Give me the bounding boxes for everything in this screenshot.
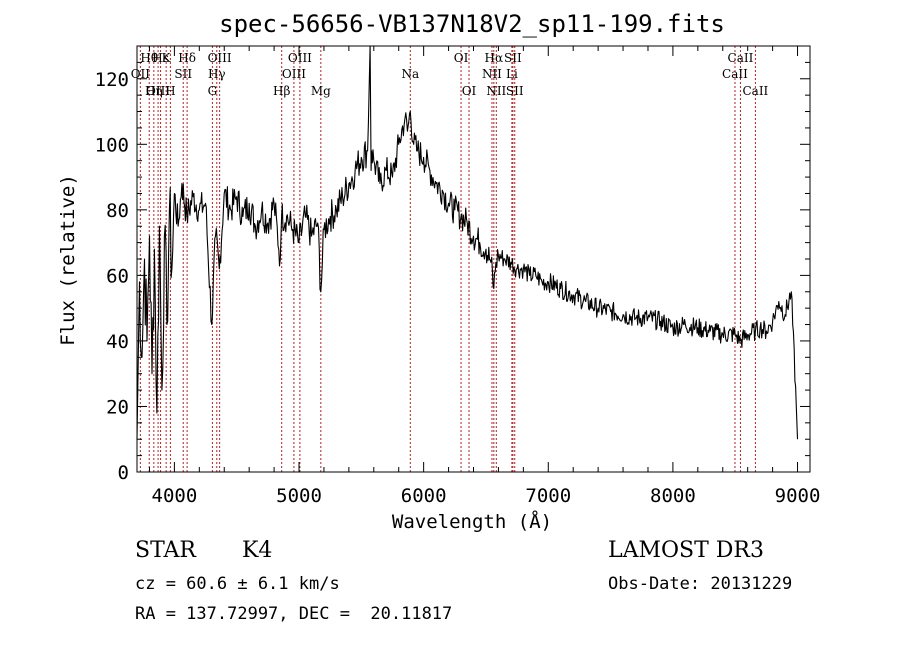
line-label: OI bbox=[462, 84, 477, 98]
obs-date: Obs-Date: 20131229 bbox=[608, 574, 793, 594]
line-label: SII bbox=[506, 84, 524, 98]
x-axis-label: Wavelength (Å) bbox=[392, 510, 552, 533]
x-tick-label: 5000 bbox=[276, 485, 322, 507]
x-tick-label: 7000 bbox=[525, 485, 571, 507]
y-tick-label: 20 bbox=[106, 396, 129, 418]
ra-dec-readout: RA = 137.72997, DEC = 20.11817 bbox=[135, 604, 453, 624]
line-label: OIII bbox=[288, 51, 312, 65]
line-label: Hη bbox=[145, 84, 163, 98]
y-axis-ticks: 0 20 40 60 80 100 120 bbox=[95, 61, 810, 484]
y-tick-label: 40 bbox=[106, 331, 129, 353]
line-label: NII bbox=[486, 84, 506, 98]
line-label: OIII bbox=[208, 51, 232, 65]
x-tick-label: 8000 bbox=[650, 485, 696, 507]
line-label: G bbox=[208, 84, 218, 98]
line-label: SII bbox=[174, 67, 192, 81]
line-label: Hα bbox=[485, 51, 504, 65]
survey-label: LAMOST DR3 bbox=[608, 538, 764, 563]
cz-readout: cz = 60.6 ± 6.1 km/s bbox=[135, 574, 340, 594]
line-label: OIII bbox=[146, 84, 170, 98]
y-tick-label: 100 bbox=[95, 134, 129, 156]
x-tick-label: 9000 bbox=[775, 485, 821, 507]
line-label: Hδ bbox=[178, 51, 196, 65]
line-markers bbox=[139, 46, 756, 472]
line-label: Li bbox=[506, 67, 518, 81]
y-tick-label: 120 bbox=[95, 69, 129, 91]
line-label: NII bbox=[482, 67, 502, 81]
spectrum-series bbox=[136, 45, 799, 440]
line-label: OII bbox=[131, 67, 151, 81]
y-tick-label: 80 bbox=[106, 200, 129, 222]
line-label: CaII bbox=[728, 51, 754, 65]
line-label: CaII bbox=[742, 84, 768, 98]
line-labels: Hθ OII OIII Hε Hη K H Hδ SII OIII Hγ G Hβ OIII OIII Mg N… bbox=[131, 51, 769, 98]
line-label: Mg bbox=[311, 84, 331, 98]
line-label: H bbox=[165, 84, 175, 98]
y-axis-label: Flux (relative) bbox=[57, 174, 79, 346]
line-label: OIII bbox=[282, 67, 306, 81]
y-tick-label: 60 bbox=[106, 265, 129, 287]
line-label: SII bbox=[504, 51, 522, 65]
line-label: Na bbox=[401, 67, 419, 81]
x-tick-label: 6000 bbox=[401, 485, 447, 507]
x-tick-label: 4000 bbox=[152, 485, 198, 507]
plot-frame bbox=[136, 45, 811, 473]
line-label: Hγ bbox=[208, 67, 226, 81]
class-label: STAR bbox=[135, 538, 196, 563]
line-label: OI bbox=[454, 51, 469, 65]
x-axis-ticks: 4000 5000 6000 7000 8000 9000 bbox=[148, 46, 821, 507]
chart-title: spec-56656-VB137N18V2_sp11-199.fits bbox=[219, 10, 725, 38]
line-label: K bbox=[162, 51, 172, 65]
line-label: Hε bbox=[152, 51, 169, 65]
line-label: Hβ bbox=[273, 84, 290, 98]
line-label: Hθ bbox=[140, 51, 158, 65]
line-label: CaII bbox=[722, 67, 748, 81]
y-tick-label: 0 bbox=[118, 462, 129, 484]
subclass-label: K4 bbox=[242, 538, 273, 563]
